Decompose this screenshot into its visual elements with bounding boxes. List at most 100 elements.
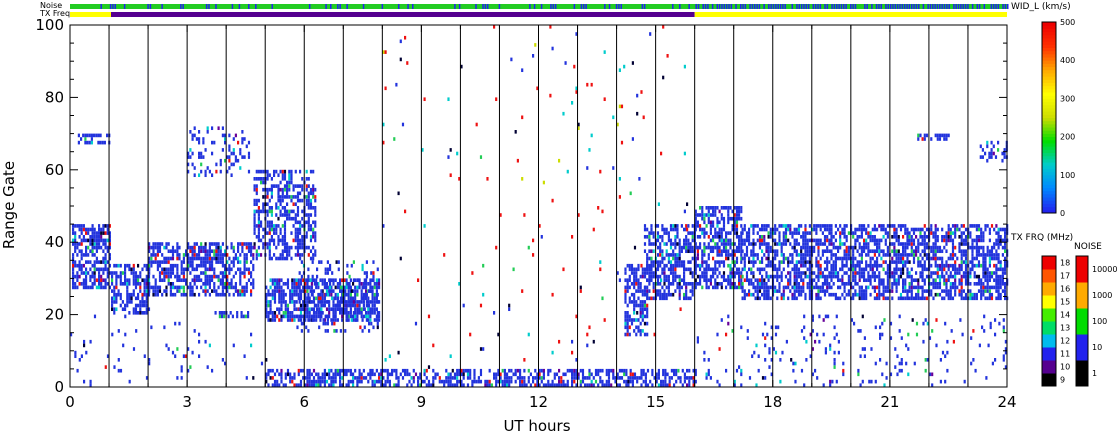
echo-cell [336,300,339,304]
echo-cell [895,263,898,268]
echo-cell [643,300,647,304]
echo-cell [741,249,744,254]
echo-cell [193,133,196,138]
echo-cell [676,256,679,261]
echo-cell [867,285,870,290]
echo-cell [694,245,697,250]
echo-cell [923,224,926,228]
echo-cell [456,379,459,384]
echo-cell [195,253,198,257]
echo-cell [278,311,281,315]
echo-cell [919,242,922,246]
echo-cell [280,303,283,308]
echo-cell [449,372,452,377]
echo-cell [964,227,968,232]
echo-cell [298,289,301,293]
echo-cell [806,253,809,257]
echo-cell [266,202,269,207]
echo-cell [707,242,710,246]
echo-cell [936,263,939,268]
noise-tick [641,4,644,9]
echo-cell [460,372,463,377]
echo-cell [969,260,972,264]
echo-cell [725,285,728,290]
noise-tick [620,4,622,9]
echo-cell [995,231,998,235]
echo-cell [108,245,111,250]
echo-cell [304,300,307,304]
echo-cell [367,314,370,319]
echo-cell [536,376,539,380]
echo-cell [262,169,265,174]
echo-cell [784,238,788,243]
echo-cell [651,368,654,373]
echo-cell [501,379,504,384]
echo-cell [774,253,777,257]
echo-cell [826,235,829,239]
echo-cell [984,296,987,301]
echo-cell [167,274,170,279]
echo-cell [676,224,679,228]
echo-cell [297,368,300,373]
echo-cell [293,289,296,293]
echo-cell [156,292,159,297]
noise-tick [908,4,911,9]
echo-cell [268,220,271,225]
echo-cell [245,245,248,250]
echo-cell [343,285,346,290]
echo-cell [661,249,664,254]
echo-cell [224,282,227,286]
noise-tick [362,4,365,9]
echo-cell [826,278,829,283]
echo-cell [754,224,757,228]
echo-cell [145,300,148,304]
noise-tick [777,4,779,9]
echo-cell [361,318,364,322]
echo-cell [934,271,937,275]
echo-cell [860,267,863,272]
echo-cell [797,260,801,264]
echo-cell [860,292,863,297]
noise-tick [346,4,348,9]
echo-cell [665,231,668,235]
echo-cell [767,231,770,235]
echo-cell [215,289,218,293]
echo-cell [278,285,281,290]
echo-cell [714,227,717,232]
echo-cell [221,148,224,152]
echo-cell [330,318,333,322]
echo-cell [681,368,684,373]
echo-cell [269,311,272,315]
echo-cell [745,253,749,257]
status-bar-segment [694,12,1007,17]
echo-cell [80,137,83,141]
echo-cell [358,278,361,283]
noise-tick [941,4,943,9]
echo-cell [143,282,146,286]
echo-cell [132,289,135,293]
echo-cell [299,224,302,228]
echo-cell [545,383,548,388]
echo-cell [884,260,887,264]
echo-cell [255,202,258,207]
echo-cell [78,242,81,246]
echo-cell [880,292,883,297]
echo-cell [815,274,818,279]
echo-cell [882,235,885,239]
echo-cell [626,278,629,283]
echo-cell [804,253,807,257]
echo-cell [735,256,739,261]
echo-cell [277,187,280,192]
echo-cell [273,242,276,246]
echo-cell [553,372,556,377]
echo-cell [361,263,364,268]
echo-cell [321,311,324,315]
echo-cell [629,379,632,384]
echo-cell [676,274,679,279]
echo-cell [536,383,539,388]
echo-cell [341,368,344,373]
echo-cell [91,227,94,232]
echo-cell [725,238,728,243]
echo-cell [819,285,822,290]
echo-cell [832,271,835,275]
